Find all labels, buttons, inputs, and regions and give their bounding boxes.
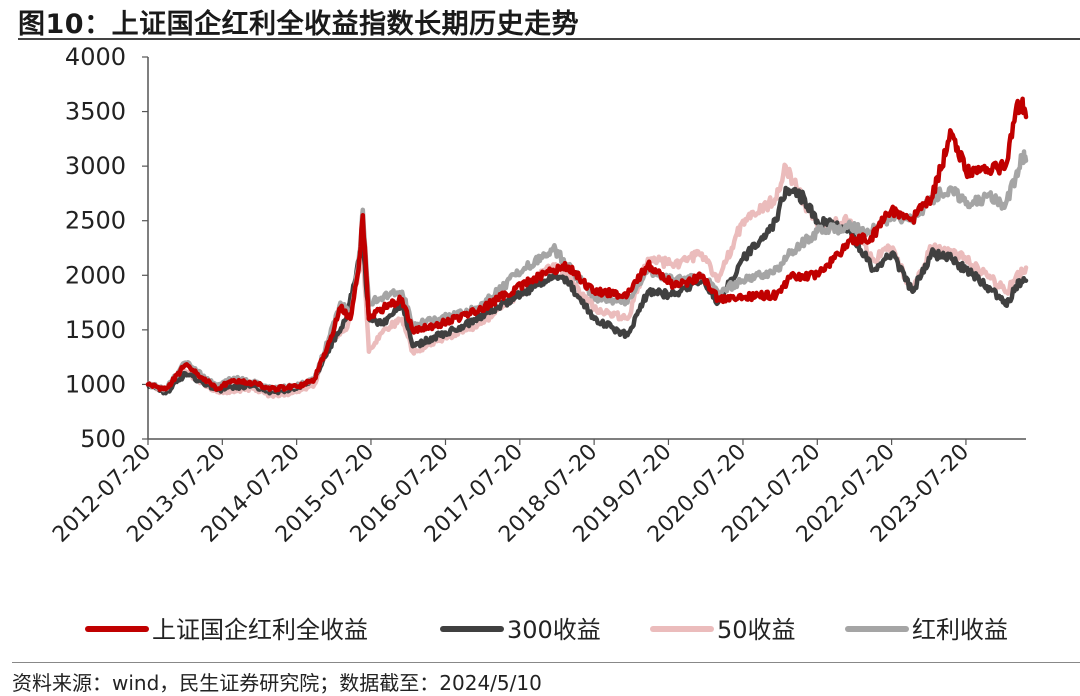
series-line — [145, 149, 1029, 393]
legend-label: 300收益 — [507, 616, 601, 644]
legend-label: 红利收益 — [912, 616, 1008, 644]
series-line — [145, 96, 1029, 393]
y-tick-label: 2500 — [65, 207, 126, 235]
y-tick-label: 500 — [80, 425, 126, 453]
series-line — [145, 162, 1029, 399]
line-chart: 50010001500200025003000350040002012-07-2… — [48, 43, 1029, 644]
y-tick-label: 3000 — [65, 152, 126, 180]
title-divider — [18, 38, 1080, 40]
chart-legend: 上证国企红利全收益 300收益 50收益 红利收益 — [85, 616, 1008, 644]
y-tick-label: 4000 — [65, 43, 126, 71]
y-tick-label: 1000 — [65, 370, 126, 398]
chart-title: 图10：上证国企红利全收益指数长期历史走势 — [18, 9, 580, 40]
y-tick-label: 1500 — [65, 316, 126, 344]
source-note: 资料来源：wind，民生证券研究院；数据截至：2024/5/10 — [12, 662, 1080, 696]
y-tick-label: 3500 — [65, 98, 126, 126]
legend-label: 上证国企红利全收益 — [152, 616, 368, 644]
series-line — [145, 185, 1029, 396]
chart-series-group — [145, 96, 1029, 399]
legend-label: 50收益 — [717, 616, 796, 644]
y-tick-label: 2000 — [65, 261, 126, 289]
chart-axes: 50010001500200025003000350040002012-07-2… — [48, 43, 1026, 548]
